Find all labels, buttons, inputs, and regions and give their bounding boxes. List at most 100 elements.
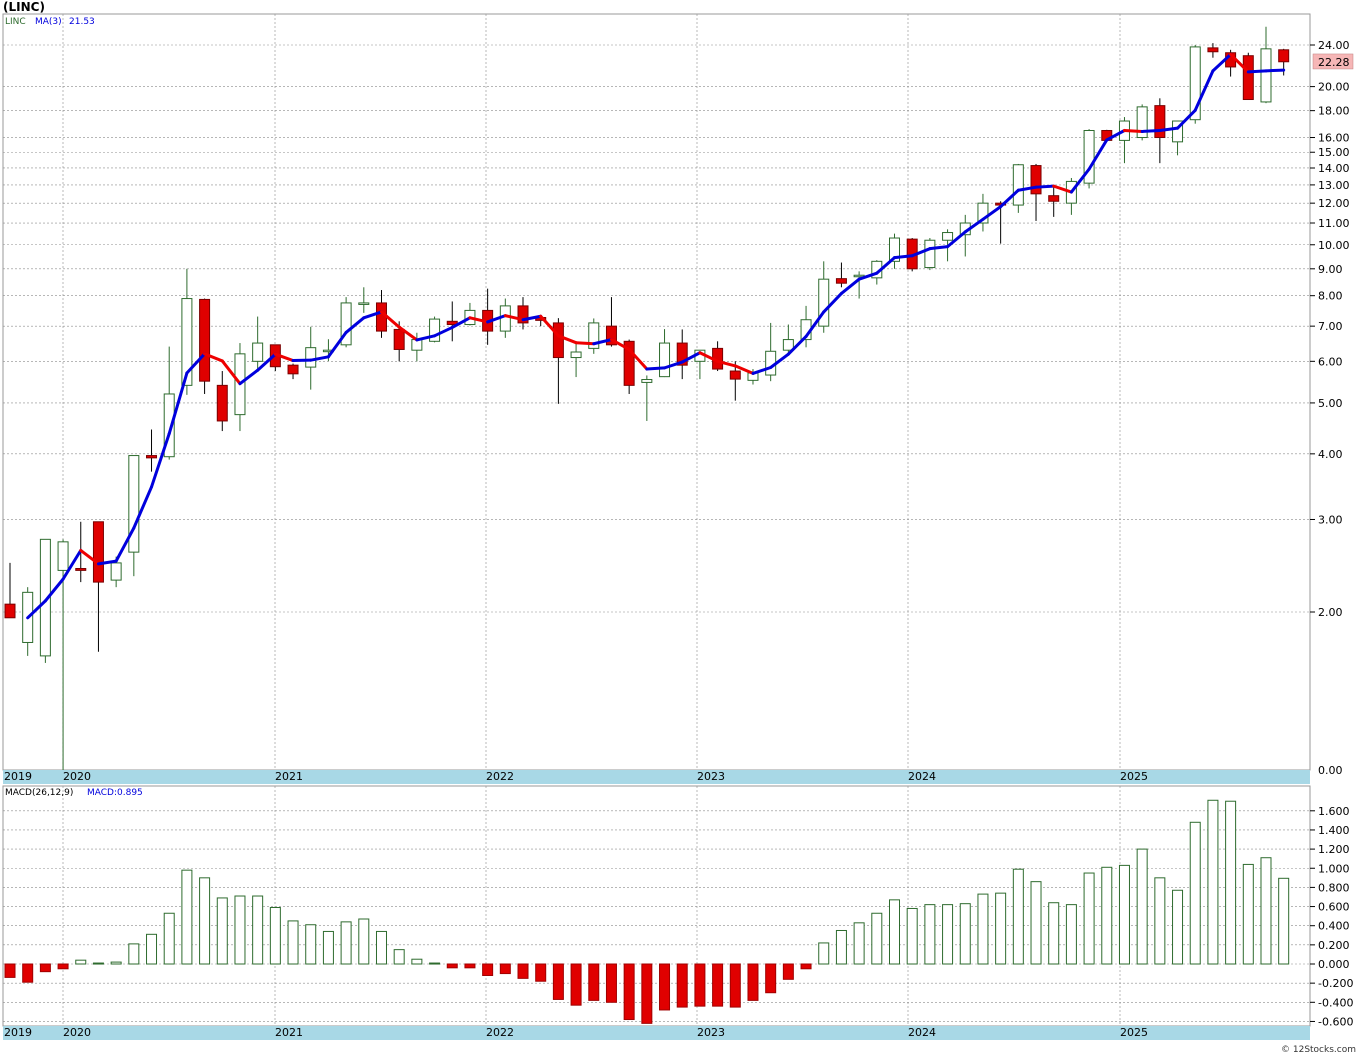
macd-bar-positive bbox=[995, 892, 1007, 965]
macd-year-grid bbox=[62, 786, 1121, 1026]
ma-segment bbox=[733, 364, 755, 375]
ma-segment bbox=[503, 314, 525, 322]
ma-segment bbox=[680, 351, 702, 364]
candle-body bbox=[199, 298, 211, 382]
candle-body bbox=[216, 384, 228, 422]
macd-bar-positive bbox=[1118, 864, 1130, 965]
price-tick-label: 9.00 bbox=[1318, 263, 1343, 276]
ma-segment bbox=[1229, 52, 1250, 74]
candle-body bbox=[818, 278, 830, 327]
price-tick-label: 8.00 bbox=[1318, 290, 1343, 303]
candle-body bbox=[1260, 48, 1272, 103]
ma-segment bbox=[167, 371, 189, 436]
ma-segment bbox=[999, 188, 1020, 209]
ma-segment bbox=[43, 577, 65, 603]
macd-bar-positive bbox=[924, 904, 936, 965]
price-axis: 2.00 3.00 4.00 5.00 6.00 7.00 8.00 9.00 10.00 11.… bbox=[1310, 39, 1354, 777]
price-plot-area bbox=[2, 13, 1311, 771]
macd-bar-positive bbox=[959, 903, 971, 965]
macd-bar-positive bbox=[393, 949, 405, 965]
candle-body bbox=[552, 322, 564, 359]
ma-segment bbox=[1069, 167, 1091, 194]
candle-up bbox=[163, 346, 175, 460]
macd-bar-negative bbox=[729, 963, 741, 1008]
macd-bar-positive bbox=[322, 930, 334, 965]
price-tick-label: 0.00 bbox=[1318, 764, 1343, 777]
price-tick-label: 16.00 bbox=[1318, 132, 1350, 145]
candle-body bbox=[782, 339, 794, 351]
macd-bar-positive bbox=[181, 869, 193, 965]
macd-bar-negative bbox=[552, 963, 564, 1000]
candle-body bbox=[163, 393, 175, 458]
price-grid bbox=[3, 44, 1310, 613]
price-tick-label: 12.00 bbox=[1318, 197, 1350, 210]
macd-bar-positive bbox=[1012, 868, 1024, 965]
candle-body bbox=[1189, 46, 1201, 121]
candle-body bbox=[570, 351, 582, 359]
ma-segment bbox=[698, 351, 720, 363]
candle-body bbox=[57, 541, 69, 571]
macd-bar-positive bbox=[146, 933, 158, 965]
macd-bar-positive bbox=[411, 958, 423, 965]
ma-segment bbox=[609, 338, 631, 351]
macd-bar-negative bbox=[800, 963, 812, 970]
candle-up bbox=[252, 316, 264, 370]
moving-average-line bbox=[26, 52, 1286, 620]
candle-up bbox=[818, 261, 830, 333]
price-legend-value: 21.53 bbox=[69, 17, 95, 27]
candle-body bbox=[393, 328, 405, 350]
ma-segment bbox=[1193, 69, 1215, 112]
candle-down bbox=[517, 297, 529, 330]
ma-segment bbox=[769, 352, 790, 369]
candle-up bbox=[924, 238, 936, 271]
candle-body bbox=[924, 239, 936, 269]
candle-up bbox=[305, 326, 317, 390]
price-tick-label: 2.00 bbox=[1318, 606, 1343, 619]
candle-up bbox=[358, 287, 370, 313]
ma-segment bbox=[326, 330, 348, 359]
ma-segment bbox=[875, 256, 896, 275]
candle-body bbox=[1207, 47, 1219, 53]
macd-tick-label: -0.200 bbox=[1318, 977, 1353, 990]
candle-body bbox=[659, 342, 671, 378]
price-tick-label: 5.00 bbox=[1318, 397, 1343, 410]
candle-body bbox=[517, 305, 529, 324]
ma-segment bbox=[238, 368, 260, 386]
price-year-labels: 2019 2020 2021 2022 2023 2024 2025 bbox=[4, 770, 1148, 783]
macd-bar-positive bbox=[1083, 872, 1095, 965]
macd-bar-negative bbox=[22, 963, 34, 983]
candle-up bbox=[889, 233, 900, 269]
candle-body bbox=[75, 568, 87, 571]
ma-segment bbox=[362, 310, 383, 320]
candle-up bbox=[1012, 163, 1024, 213]
candle-down bbox=[146, 429, 158, 472]
macd-tick-label: -0.400 bbox=[1318, 996, 1353, 1009]
macd-bar-negative bbox=[605, 963, 617, 1003]
ma-segment bbox=[1016, 185, 1038, 192]
ma-segment bbox=[1211, 52, 1233, 73]
ma-segment bbox=[592, 338, 613, 346]
price-year-label: 2022 bbox=[486, 770, 514, 783]
ma-segment bbox=[415, 334, 437, 342]
macd-tick-label: 0.600 bbox=[1318, 901, 1350, 914]
candle-up bbox=[340, 297, 352, 348]
macd-year-label: 2023 bbox=[697, 1026, 725, 1039]
macd-bar-positive bbox=[163, 912, 175, 965]
ma-segment bbox=[539, 314, 560, 338]
ma-segment bbox=[61, 548, 83, 581]
ma-segment bbox=[344, 316, 366, 334]
candle-body bbox=[446, 320, 458, 326]
macd-legend-value: MACD:0.895 bbox=[87, 788, 143, 798]
ma-segment bbox=[1087, 138, 1109, 171]
candle-up bbox=[1136, 104, 1148, 141]
candle-up bbox=[570, 343, 582, 378]
ma-segment bbox=[114, 526, 136, 563]
last-price-badge bbox=[1312, 53, 1354, 70]
ma-segment bbox=[486, 314, 507, 324]
candle-body bbox=[605, 325, 617, 346]
ma-segment bbox=[203, 352, 224, 363]
macd-bar-negative bbox=[747, 963, 759, 1001]
candle-body bbox=[729, 370, 741, 380]
macd-bar-positive bbox=[835, 929, 847, 965]
ma-segment bbox=[132, 485, 154, 530]
